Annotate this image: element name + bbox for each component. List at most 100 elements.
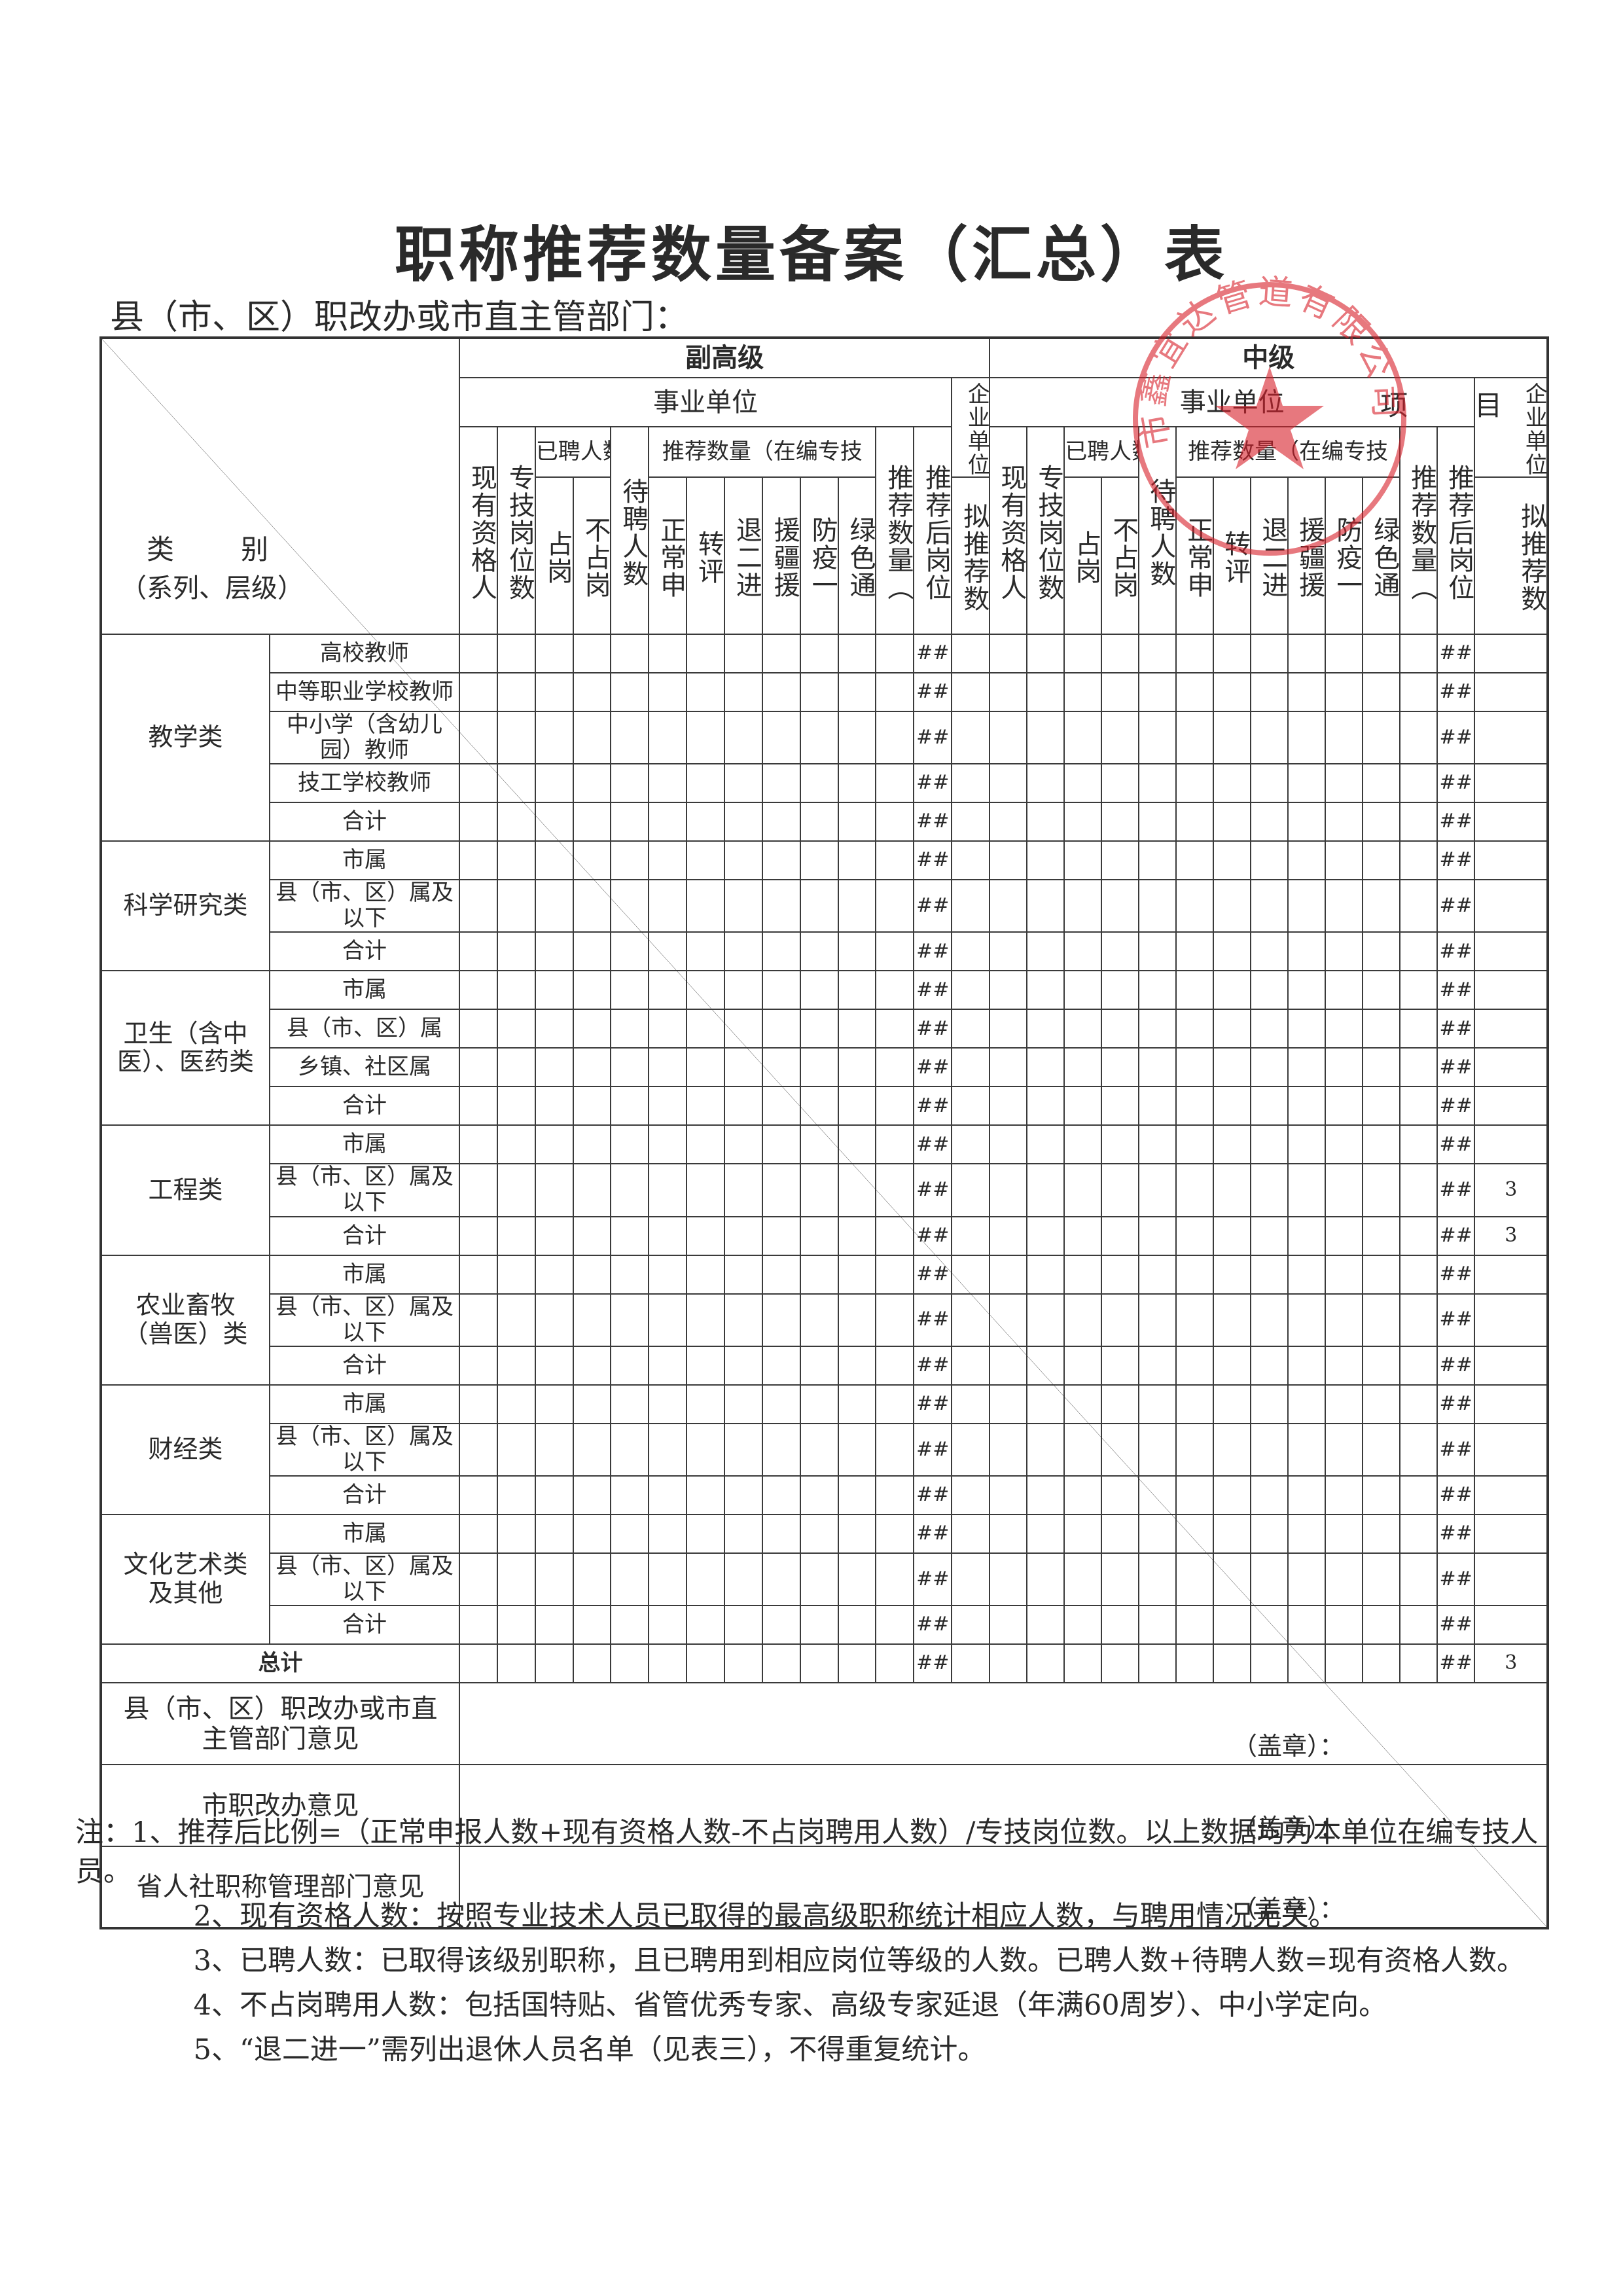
level-header: 副高级	[458, 337, 991, 378]
data-row: 县（市、区）属及以下 ## ##	[101, 1293, 1549, 1347]
empty-cell	[1474, 931, 1549, 972]
empty-cell	[761, 1513, 801, 1554]
empty-cell	[1026, 1513, 1065, 1554]
empty-cell	[989, 1475, 1028, 1515]
empty-cell	[1063, 1605, 1103, 1645]
data-row: 财经类 市属 ## ##	[100, 1384, 1549, 1515]
empty-cell	[1362, 1215, 1401, 1256]
row-label: 县（市、区）属	[269, 1009, 460, 1049]
empty-cell	[1063, 1345, 1103, 1386]
notes: 注：1、推荐后比例=（正常申报人数+现有资格人数-不占岗聘用人数）/专技岗位数。…	[75, 1813, 1554, 2075]
empty-cell	[686, 1254, 726, 1295]
empty-cell	[534, 1643, 574, 1684]
column-group-header: 推荐数量（在编专技	[648, 426, 877, 478]
empty-cell	[459, 1124, 498, 1165]
empty-cell	[837, 1293, 877, 1347]
opinion-label: 市职改办意见	[100, 1764, 460, 1848]
empty-cell	[799, 1124, 839, 1165]
empty-cell	[1026, 1163, 1065, 1217]
empty-cell	[1026, 710, 1065, 765]
empty-cell	[1399, 1422, 1438, 1477]
empty-cell	[496, 1422, 536, 1477]
empty-cell	[1287, 1422, 1327, 1477]
column-group-header: 已聘人数	[534, 426, 612, 478]
empty-cell	[1287, 1009, 1327, 1049]
empty-cell	[572, 634, 612, 673]
empty-cell	[724, 1254, 763, 1295]
empty-cell	[1213, 1384, 1252, 1424]
empty-cell	[610, 1124, 650, 1165]
empty-cell	[686, 763, 726, 804]
empty-cell	[1325, 1513, 1364, 1554]
empty-cell	[951, 1513, 991, 1554]
empty-cell	[761, 1047, 801, 1088]
empty-cell	[951, 970, 991, 1011]
empty-cell	[610, 1254, 650, 1295]
corner-cell: 项 目类 别（系列、层级）	[100, 337, 459, 634]
empty-cell	[1474, 1124, 1549, 1165]
column-header: 转评	[1213, 476, 1252, 635]
empty-cell	[761, 802, 801, 842]
empty-cell	[1250, 1345, 1289, 1386]
empty-cell	[610, 840, 650, 881]
empty-cell	[610, 1643, 650, 1684]
empty-cell	[610, 1086, 650, 1126]
empty-cell	[1138, 1605, 1177, 1645]
empty-cell	[1399, 1513, 1438, 1554]
empty-cell	[1063, 840, 1103, 881]
value-cell: ##	[1436, 672, 1476, 712]
empty-cell	[799, 1163, 839, 1217]
empty-cell	[1175, 1047, 1215, 1088]
empty-cell	[1362, 763, 1401, 804]
empty-cell	[1362, 1047, 1401, 1088]
empty-cell	[1399, 710, 1438, 765]
empty-cell	[1399, 1345, 1438, 1386]
data-row: 教学类 高校教师 ## ##	[100, 633, 1549, 842]
empty-cell	[1474, 1086, 1549, 1126]
data-row: 合计 ## ##	[101, 1086, 1549, 1126]
empty-cell	[875, 802, 915, 842]
empty-cell	[1399, 1605, 1438, 1645]
empty-cell	[1175, 931, 1215, 972]
group-label: 文化艺术类及其他	[100, 1513, 270, 1645]
value-cell: ##	[913, 763, 953, 804]
empty-cell	[875, 1422, 915, 1477]
empty-cell	[799, 1552, 839, 1607]
column-header: 不占岗	[572, 476, 612, 635]
empty-cell	[648, 1254, 688, 1295]
empty-cell	[989, 1605, 1028, 1645]
empty-cell	[534, 672, 574, 712]
empty-cell	[1399, 931, 1438, 972]
empty-cell	[1063, 1384, 1103, 1424]
group-label: 教学类	[100, 633, 270, 842]
empty-cell	[610, 634, 650, 673]
empty-cell	[1250, 710, 1289, 765]
empty-cell	[1399, 1215, 1438, 1256]
empty-cell	[724, 710, 763, 765]
empty-cell	[989, 879, 1028, 933]
data-row: 科学研究类 市属 ## ##	[100, 840, 1549, 972]
empty-cell	[799, 710, 839, 765]
value-cell: ##	[913, 1254, 953, 1295]
empty-cell	[572, 1345, 612, 1386]
empty-cell	[686, 802, 726, 842]
empty-cell	[610, 970, 650, 1011]
unit-header: 事业单位	[989, 377, 1476, 427]
empty-cell	[1175, 1293, 1215, 1347]
empty-cell	[837, 1422, 877, 1477]
value-cell: ##	[913, 710, 953, 765]
empty-cell	[648, 1643, 688, 1684]
empty-cell	[837, 802, 877, 842]
empty-cell	[875, 1643, 915, 1684]
row-label: 县（市、区）属及以下	[269, 1293, 460, 1347]
empty-cell	[1362, 1086, 1401, 1126]
empty-cell	[837, 1254, 877, 1295]
empty-cell	[534, 1475, 574, 1515]
empty-cell	[572, 1513, 612, 1554]
empty-cell	[648, 840, 688, 881]
empty-cell	[572, 1293, 612, 1347]
empty-cell	[1138, 1009, 1177, 1049]
empty-cell	[1175, 879, 1215, 933]
empty-cell	[1175, 1422, 1215, 1477]
